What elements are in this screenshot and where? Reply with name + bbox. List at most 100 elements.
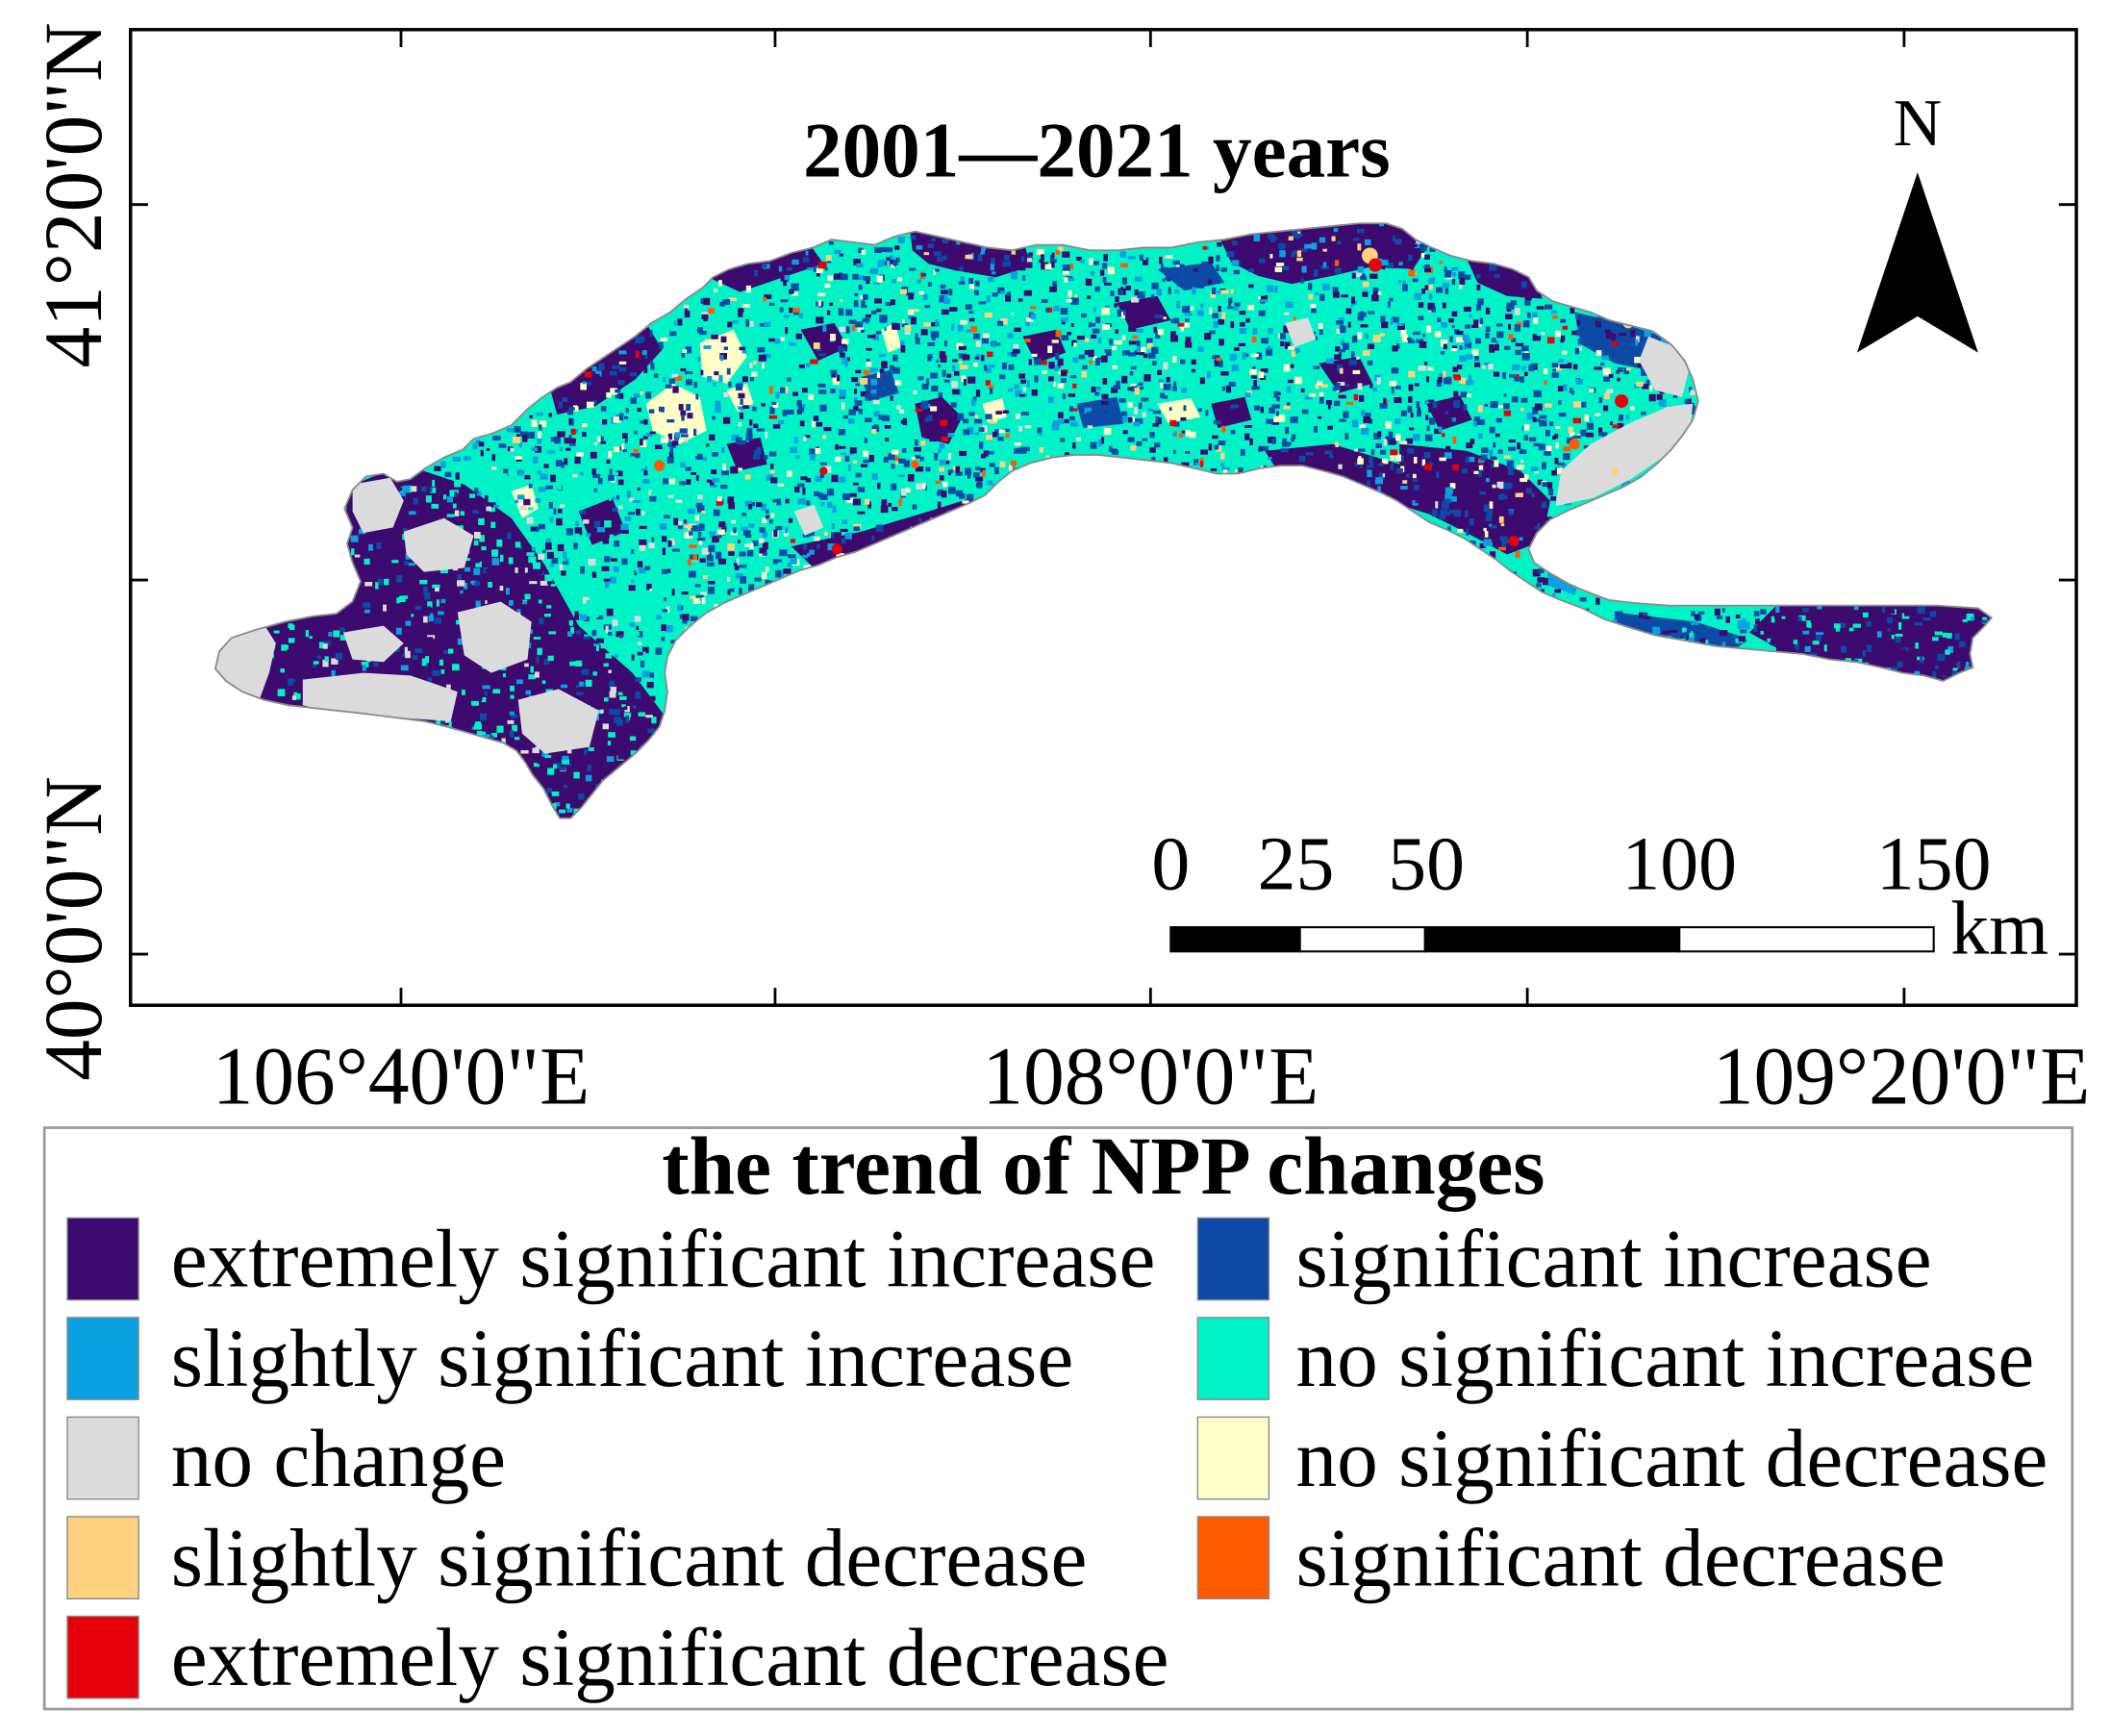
npp-pixel (1798, 644, 1807, 651)
npp-pixel (1339, 367, 1344, 374)
npp-pixel (447, 648, 454, 654)
npp-pixel (1459, 377, 1467, 384)
npp-pixel (865, 393, 870, 401)
npp-pixel (1577, 338, 1581, 345)
npp-pixel (1439, 373, 1444, 377)
npp-pixel (1157, 329, 1164, 336)
npp-pixel (432, 479, 436, 487)
npp-pixel (1690, 390, 1698, 396)
npp-pixel (501, 738, 506, 744)
npp-pixel (1891, 635, 1895, 640)
npp-pixel (1381, 259, 1389, 266)
npp-pixel (1533, 442, 1540, 447)
npp-pixel (1256, 352, 1263, 361)
npp-pixel (818, 353, 826, 357)
npp-pixel (549, 564, 555, 567)
npp-pixel (852, 460, 858, 464)
npp-pixel (479, 535, 485, 542)
npp-pixel (1163, 383, 1171, 390)
npp-pixel (547, 767, 555, 775)
npp-pixel (1502, 494, 1508, 499)
npp-pixel (505, 588, 510, 595)
npp-pixel (937, 489, 943, 492)
npp-pixel (672, 548, 681, 552)
npp-pixel (879, 368, 885, 373)
npp-pixel (959, 266, 964, 271)
npp-pixel (1107, 266, 1115, 275)
npp-pixel (645, 558, 653, 565)
npp-pixel (668, 451, 674, 459)
npp-pixel (1172, 317, 1180, 324)
npp-pixel (593, 442, 597, 446)
npp-pixel (561, 462, 565, 468)
npp-pixel (328, 631, 333, 637)
npp-pixel (915, 454, 921, 459)
npp-pixel (1473, 362, 1481, 367)
npp-pixel (745, 534, 752, 538)
npp-pixel (1301, 409, 1309, 415)
npp-pixel (791, 291, 799, 296)
npp-pixel (687, 413, 693, 419)
npp-pixel (1603, 376, 1611, 382)
npp-pixel (1469, 314, 1472, 318)
npp-pixel (831, 474, 839, 483)
npp-pixel (1531, 492, 1535, 498)
npp-pixel (1945, 649, 1950, 655)
npp-pixel (476, 731, 482, 738)
npp-pixel (575, 630, 582, 635)
npp-pixel (1389, 431, 1394, 439)
npp-pixel (600, 436, 604, 441)
npp-pixel (1139, 316, 1146, 322)
npp-pixel (1583, 445, 1592, 449)
npp-pixel (609, 709, 613, 715)
npp-pixel (698, 523, 705, 531)
npp-pixel (1022, 393, 1028, 397)
npp-pixel (889, 255, 894, 262)
npp-pixel (989, 463, 995, 467)
npp-pixel (1283, 325, 1292, 333)
npp-pixel (491, 558, 499, 566)
npp-pixel (1102, 263, 1108, 269)
npp-pixel (1214, 444, 1219, 450)
npp-pixel (1013, 343, 1019, 348)
npp-pixel (1109, 445, 1113, 452)
npp-pixel (669, 447, 674, 455)
npp-pixel (967, 247, 972, 255)
npp-pixel (889, 383, 895, 387)
npp-pixel (1034, 375, 1039, 383)
npp-pixel (967, 427, 974, 435)
npp-pixel (830, 389, 836, 393)
npp-pixel (1561, 463, 1567, 469)
npp-pixel (269, 629, 276, 635)
npp-pixel (604, 520, 612, 528)
npp-pixel (640, 440, 647, 447)
npp-pixel (457, 574, 462, 580)
npp-pixel (666, 456, 674, 464)
npp-pixel (864, 369, 870, 375)
npp-pixel (947, 469, 954, 473)
npp-pixel (848, 319, 857, 324)
npp-pixel (598, 367, 604, 371)
npp-pixel (1308, 283, 1313, 290)
npp-pixel (792, 310, 800, 315)
npp-pixel (603, 663, 609, 667)
npp-pixel (515, 567, 518, 573)
npp-pixel (838, 308, 844, 316)
npp-pixel (1428, 284, 1433, 290)
npp-pixel (1478, 465, 1485, 470)
npp-pixel (339, 635, 348, 641)
npp-pixel (927, 282, 932, 287)
npp-pixel (680, 462, 686, 468)
npp-pixel (1625, 367, 1631, 371)
npp-pixel (1744, 622, 1750, 628)
npp-pixel (510, 694, 515, 699)
npp-pixel (1337, 382, 1345, 387)
npp-pixel (440, 720, 445, 726)
npp-pixel (553, 508, 557, 515)
npp-pixel (1233, 307, 1240, 312)
npp-pixel (1101, 308, 1110, 315)
npp-pixel (302, 643, 311, 652)
npp-pixel (1479, 542, 1486, 549)
npp-pixel (1369, 456, 1373, 465)
npp-pixel (1656, 393, 1663, 400)
